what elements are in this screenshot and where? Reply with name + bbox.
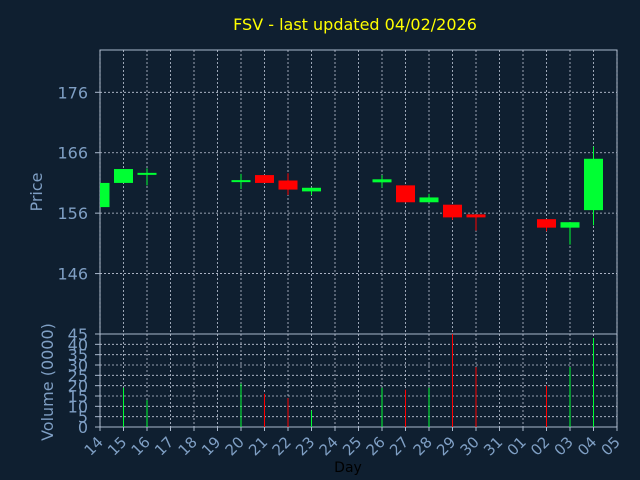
volume-tick-label: 25 xyxy=(68,366,88,385)
x-tick-label: 15 xyxy=(104,433,130,459)
x-tick-label: 27 xyxy=(386,433,412,459)
candle-body xyxy=(396,185,415,203)
price-panel: 146 156 166 176 xyxy=(57,49,618,335)
x-tick-label: 25 xyxy=(339,433,365,459)
volume-tick-label: 5 xyxy=(78,408,88,427)
x-tick-label: 03 xyxy=(551,433,577,459)
candle-body xyxy=(278,180,298,190)
volume-tick-label: 10 xyxy=(68,397,88,416)
x-tick-label: 14 xyxy=(81,433,107,459)
x-axis-label: Day xyxy=(334,460,362,476)
candle-body xyxy=(231,180,251,183)
volume-tick-label: 45 xyxy=(68,325,88,344)
candle-body xyxy=(302,187,321,192)
candles-group xyxy=(100,146,603,245)
x-tick-label: 28 xyxy=(410,433,436,459)
price-tick-label: 166 xyxy=(57,144,88,163)
candle-body xyxy=(537,219,556,228)
x-tick-label: 18 xyxy=(175,433,201,459)
candle-body xyxy=(255,175,274,183)
volume-tick-label: 0 xyxy=(78,418,88,437)
candle-body xyxy=(584,158,603,211)
candle-body xyxy=(114,169,133,183)
candle-body xyxy=(443,204,462,218)
volume-tick-label: 15 xyxy=(68,387,88,406)
candle-body xyxy=(419,197,439,203)
volume-axis-label: Volume (0000) xyxy=(38,323,57,441)
x-tick-label: 17 xyxy=(151,433,177,459)
x-tick-label: 19 xyxy=(198,433,224,459)
x-tick-label: 02 xyxy=(527,433,553,459)
candle-body xyxy=(100,182,110,208)
x-tick-label: 26 xyxy=(363,433,389,459)
x-tick-label: 16 xyxy=(128,433,154,459)
price-tick-label: 176 xyxy=(57,83,88,102)
volume-tick-label: 30 xyxy=(68,356,88,375)
x-axis-ticks: 1415161718192021222324252627282930310102… xyxy=(81,427,624,459)
x-tick-label: 20 xyxy=(222,433,248,459)
x-tick-label: 23 xyxy=(292,433,318,459)
candle-body xyxy=(560,222,580,228)
candle-body xyxy=(137,172,157,175)
x-tick-label: 24 xyxy=(316,433,342,459)
x-tick-label: 01 xyxy=(504,433,530,459)
candle-body xyxy=(466,214,486,218)
x-tick-label: 22 xyxy=(269,433,295,459)
price-tick-label: 156 xyxy=(57,204,88,223)
volume-tick-label: 20 xyxy=(68,377,88,396)
volume-tick-label: 35 xyxy=(68,346,88,365)
volume-tick-label: 40 xyxy=(68,335,88,354)
x-tick-label: 21 xyxy=(245,433,271,459)
candle-body xyxy=(372,179,392,183)
price-tick-label: 146 xyxy=(57,265,88,284)
x-tick-label: 31 xyxy=(480,433,506,459)
chart-title: FSV - last updated 04/02/2026 xyxy=(233,15,477,34)
price-axis-label: Price xyxy=(27,172,46,211)
x-tick-label: 05 xyxy=(598,433,624,459)
x-tick-label: 30 xyxy=(457,433,483,459)
x-tick-label: 04 xyxy=(574,433,600,459)
x-tick-label: 29 xyxy=(433,433,459,459)
